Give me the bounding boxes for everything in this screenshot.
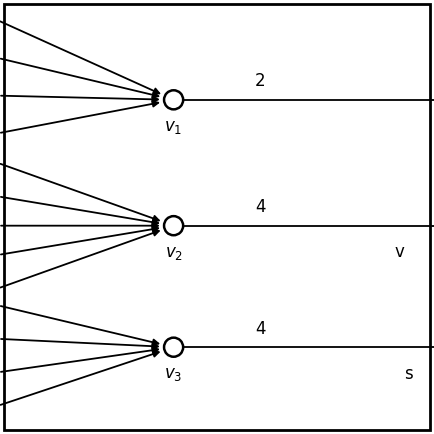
Circle shape xyxy=(164,90,183,109)
Text: $v_1$: $v_1$ xyxy=(164,118,183,136)
Text: 4: 4 xyxy=(255,198,266,216)
Text: $v_3$: $v_3$ xyxy=(164,365,183,383)
Text: s: s xyxy=(404,365,412,382)
Circle shape xyxy=(164,216,183,235)
Circle shape xyxy=(164,338,183,357)
Text: $v_2$: $v_2$ xyxy=(164,244,183,262)
Text: v: v xyxy=(395,243,404,261)
Text: 4: 4 xyxy=(255,320,266,338)
Text: 2: 2 xyxy=(255,72,266,90)
